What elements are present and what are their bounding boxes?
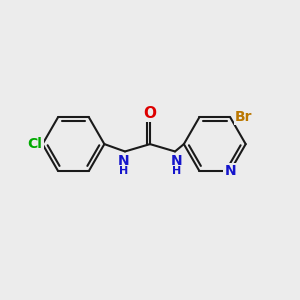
Text: Br: Br bbox=[235, 110, 252, 124]
Text: Cl: Cl bbox=[28, 137, 43, 151]
Text: H: H bbox=[119, 166, 128, 176]
Text: N: N bbox=[171, 154, 182, 168]
Text: O: O bbox=[143, 106, 157, 121]
Text: N: N bbox=[118, 154, 129, 168]
Text: H: H bbox=[172, 166, 181, 176]
Text: N: N bbox=[224, 164, 236, 178]
